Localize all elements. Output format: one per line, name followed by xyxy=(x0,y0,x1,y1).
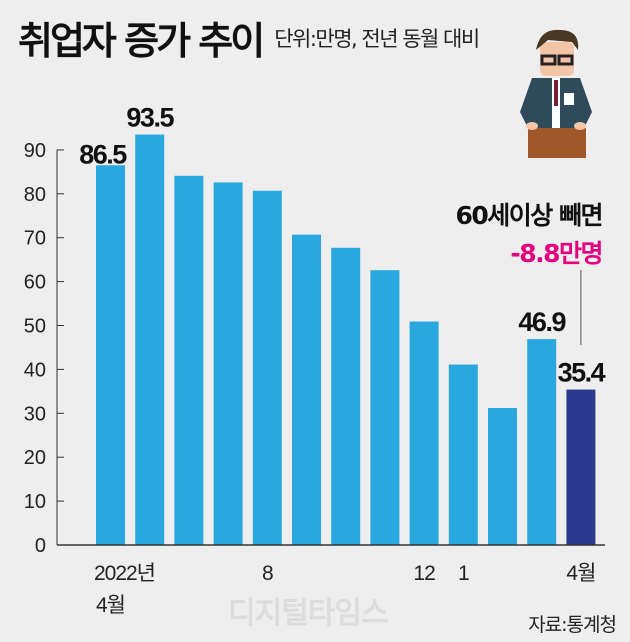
bar-2022-05 xyxy=(135,134,165,545)
bar-2022-11 xyxy=(370,270,400,545)
chart-subtitle: 단위:만명, 전년 동월 대비 xyxy=(274,27,480,51)
y-tick-label: 30 xyxy=(24,403,46,425)
bar-2022-07 xyxy=(213,182,243,546)
bar-2022-08 xyxy=(252,190,282,546)
y-tick-label: 80 xyxy=(24,184,46,206)
x-tick-label: 2022년 xyxy=(94,562,155,585)
bar-2022-12 xyxy=(409,321,439,545)
y-tick-label: 10 xyxy=(24,491,46,513)
bar-2022-06 xyxy=(174,175,204,545)
watermark: 디지털타임스 xyxy=(228,596,389,631)
bar-2023-01 xyxy=(448,364,478,545)
annotation-line2: -8.8만명 xyxy=(510,239,603,268)
data-label: 35.4 xyxy=(558,358,606,388)
data-label: 46.9 xyxy=(518,307,566,337)
x-tick-label: 4월 xyxy=(566,562,595,585)
x-tick-label: 1 xyxy=(458,562,469,585)
data-label: 86.5 xyxy=(79,139,127,169)
x-tick-label: 12 xyxy=(413,562,435,585)
data-label: 93.5 xyxy=(126,103,174,133)
bar-2023-03 xyxy=(527,339,557,545)
y-tick-label: 60 xyxy=(24,272,46,294)
y-tick-label: 20 xyxy=(24,447,46,469)
bar-2022-04 xyxy=(96,165,125,545)
bar-2022-09 xyxy=(292,234,321,545)
chart-title: 취업자 증가 추이 xyxy=(18,19,265,63)
y-tick-label: 0 xyxy=(35,535,46,557)
annotation-line1: 60세이상 빼면 xyxy=(455,201,604,230)
y-tick-label: 90 xyxy=(24,140,46,162)
x-tick-label: 4월 xyxy=(96,594,125,617)
y-tick-label: 50 xyxy=(24,316,46,338)
x-tick-label: 8 xyxy=(262,562,273,585)
y-tick-label: 40 xyxy=(24,359,46,381)
y-tick-label: 70 xyxy=(24,228,46,250)
chart-header: 취업자 증가 추이 단위:만명, 전년 동월 대비 xyxy=(18,18,480,64)
source: 자료:통계청 xyxy=(528,614,617,636)
bar-2023-02 xyxy=(488,408,517,545)
bar-2023-04 xyxy=(566,389,596,545)
bar-2022-10 xyxy=(331,247,361,545)
